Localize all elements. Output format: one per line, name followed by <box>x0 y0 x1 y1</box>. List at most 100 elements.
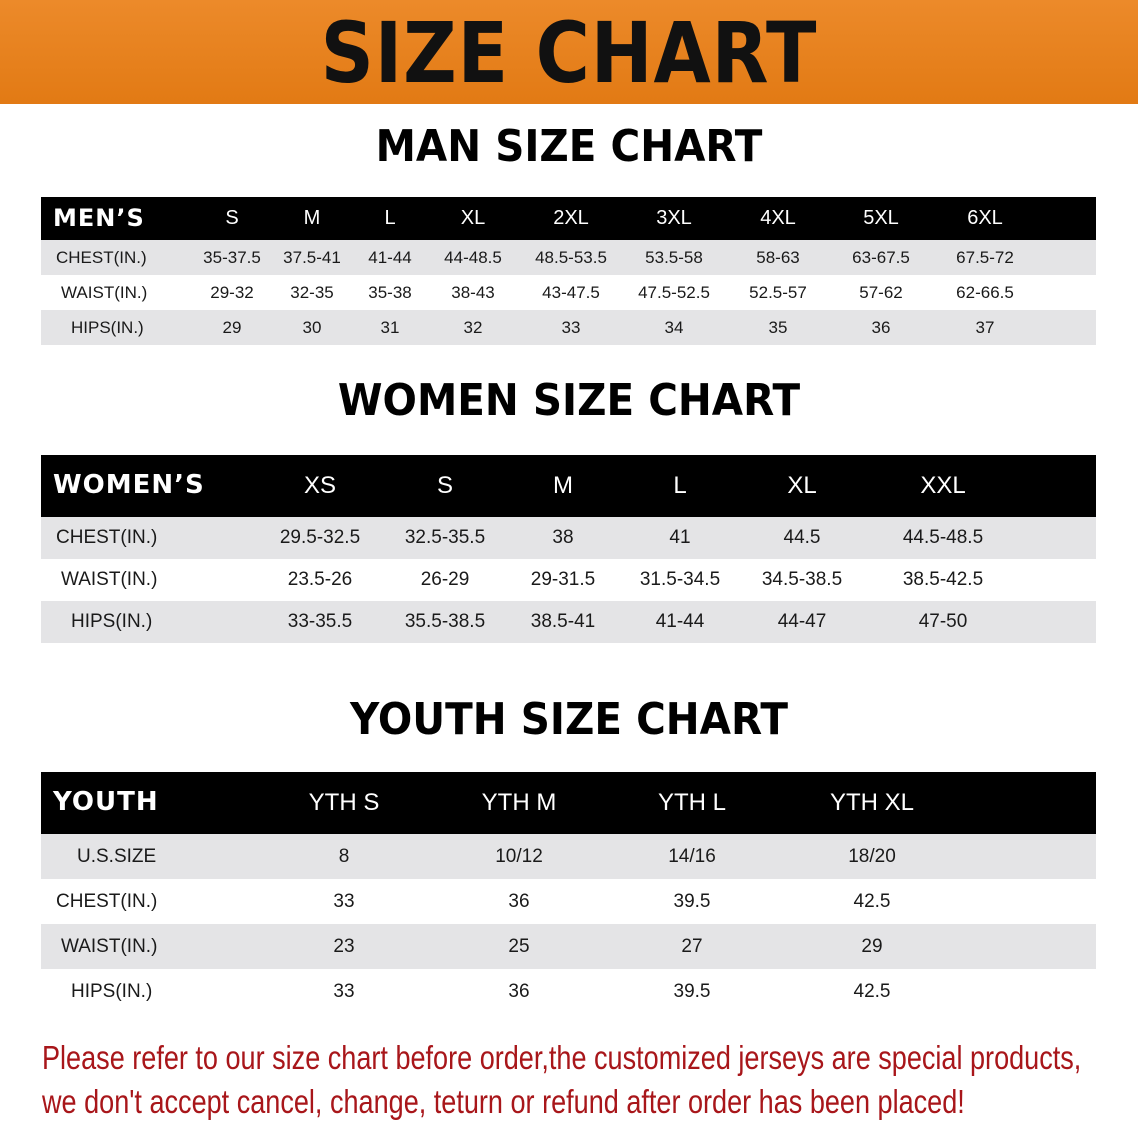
youth-row-label: U.S.SIZE <box>77 845 157 867</box>
women-table-cell: 26-29 <box>420 569 470 591</box>
youth-table-cell: 39.5 <box>673 890 711 912</box>
youth-table-cell: 33 <box>333 890 355 912</box>
order-notice-line-1: Please refer to our size chart before or… <box>42 1039 1082 1076</box>
youth-table-cell: 36 <box>508 890 530 912</box>
women-table-cell: 38.5-42.5 <box>902 569 984 591</box>
youth-size-table: YOUTH YTH S YTH M YTH L YTH XL U.S.SIZE 8 10/12… <box>41 772 1096 1014</box>
men-size-header: 2XL <box>553 207 589 229</box>
youth-size-header: YTH S <box>308 789 380 817</box>
men-table-cell: 35-37.5 <box>203 247 261 267</box>
men-size-table: MEN’S S M L XL 2XL 3XL 4XL 5XL 6XL CHEST(IN.) 35-37… <box>41 197 1096 345</box>
women-section-title: WOMEN SIZE CHART <box>337 375 801 426</box>
women-table-row: CHEST(IN.) 29.5-32.5 32.5-35.5 38 41 44.5 44.5… <box>41 517 1096 559</box>
women-size-header: XXL <box>920 472 966 500</box>
men-size-header: L <box>384 207 396 229</box>
youth-row-label: WAIST(IN.) <box>61 935 158 957</box>
men-table-row: WAIST(IN.) 29-32 32-35 35-38 38-43 43-47.5 47.… <box>41 275 1096 310</box>
order-notice-line-2: we don't accept cancel, change, teturn o… <box>42 1083 965 1120</box>
men-table-cell: 31 <box>380 317 400 337</box>
women-table-cell: 38.5-41 <box>530 611 596 633</box>
men-table-cell: 41-44 <box>368 247 412 267</box>
youth-table-cell: 8 <box>338 845 350 867</box>
banner: SIZE CHART <box>0 0 1138 104</box>
women-table-cell: 41 <box>669 527 691 549</box>
women-header-row: WOMEN’S XS S M L XL XXL <box>41 455 1096 517</box>
youth-header-label: YOUTH <box>53 787 159 818</box>
men-size-header: 6XL <box>967 207 1003 229</box>
women-table-cell: 44.5-48.5 <box>902 527 984 549</box>
men-table-cell: 57-62 <box>859 282 903 302</box>
men-size-header: 3XL <box>656 207 692 229</box>
men-table-cell: 32-35 <box>290 282 334 302</box>
women-table-cell: 44.5 <box>783 527 821 549</box>
women-table-cell: 34.5-38.5 <box>761 569 843 591</box>
youth-row-label: HIPS(IN.) <box>71 980 153 1002</box>
women-table-cell: 23.5-26 <box>287 569 353 591</box>
women-table-cell: 35.5-38.5 <box>404 611 486 633</box>
youth-table-row: WAIST(IN.) 23 25 27 29 <box>41 924 1096 969</box>
youth-table-cell: 29 <box>861 935 883 957</box>
youth-table-cell: 14/16 <box>668 845 716 867</box>
women-table-cell: 29-31.5 <box>530 569 596 591</box>
youth-table-cell: 23 <box>333 935 355 957</box>
men-table-cell: 63-67.5 <box>852 247 910 267</box>
men-size-header: XL <box>460 207 486 229</box>
women-table-cell: 32.5-35.5 <box>404 527 486 549</box>
women-size-table: WOMEN’S XS S M L XL XXL CHEST(IN.) 29.5-32.5 32.5… <box>41 455 1096 643</box>
men-table-cell: 37 <box>975 317 995 337</box>
men-header-row: MEN’S S M L XL 2XL 3XL 4XL 5XL 6XL <box>41 197 1096 240</box>
men-table-cell: 30 <box>302 317 322 337</box>
youth-header-row: YOUTH YTH S YTH M YTH L YTH XL <box>41 772 1096 834</box>
men-section-title: MAN SIZE CHART <box>375 121 763 172</box>
women-row-label: HIPS(IN.) <box>71 611 153 633</box>
women-size-header: XS <box>303 472 337 500</box>
youth-table-cell: 25 <box>508 935 530 957</box>
youth-table-cell: 10/12 <box>495 845 543 867</box>
men-row-label: CHEST(IN.) <box>56 247 147 267</box>
men-table-cell: 53.5-58 <box>645 247 703 267</box>
women-size-header: L <box>673 472 687 500</box>
women-size-header: M <box>553 472 573 500</box>
men-size-header: 4XL <box>760 207 796 229</box>
men-table-row: CHEST(IN.) 35-37.5 37.5-41 41-44 44-48.5 48.5… <box>41 240 1096 275</box>
men-table-cell: 36 <box>871 317 891 337</box>
women-header-label: WOMEN’S <box>53 470 205 501</box>
men-size-header: S <box>225 207 239 229</box>
men-table-cell: 47.5-52.5 <box>638 282 710 302</box>
men-table-cell: 35 <box>768 317 788 337</box>
women-table-row: WAIST(IN.) 23.5-26 26-29 29-31.5 31.5-34.5 34… <box>41 559 1096 601</box>
youth-section-title: YOUTH SIZE CHART <box>350 694 788 745</box>
youth-size-header: YTH L <box>657 789 727 817</box>
men-table-cell: 52.5-57 <box>749 282 807 302</box>
men-row-label: HIPS(IN.) <box>71 317 144 337</box>
women-row-label: WAIST(IN.) <box>61 569 158 591</box>
women-table-cell: 31.5-34.5 <box>639 569 721 591</box>
banner-title: SIZE CHART <box>320 4 818 102</box>
youth-table-cell: 42.5 <box>853 890 891 912</box>
men-table-cell: 44-48.5 <box>444 247 502 267</box>
order-notice: Please refer to our size chart before or… <box>42 1036 1081 1124</box>
youth-table-cell: 36 <box>508 980 530 1002</box>
women-table-cell: 38 <box>552 527 574 549</box>
men-header-label: MEN’S <box>53 204 145 233</box>
youth-table-cell: 33 <box>333 980 355 1002</box>
men-size-header: M <box>303 207 321 229</box>
men-table-cell: 43-47.5 <box>542 282 600 302</box>
women-table-cell: 44-47 <box>777 611 827 633</box>
women-table-cell: 41-44 <box>655 611 705 633</box>
women-table-row: HIPS(IN.) 33-35.5 35.5-38.5 38.5-41 41-44 44-… <box>41 601 1096 643</box>
men-table-cell: 58-63 <box>756 247 800 267</box>
youth-table-row: HIPS(IN.) 33 36 39.5 42.5 <box>41 969 1096 1014</box>
youth-size-header: YTH M <box>481 789 557 817</box>
women-table-cell: 29.5-32.5 <box>279 527 361 549</box>
women-size-header: XL <box>787 472 817 500</box>
men-table-cell: 48.5-53.5 <box>535 247 607 267</box>
youth-table-cell: 39.5 <box>673 980 711 1002</box>
men-table-cell: 33 <box>561 317 581 337</box>
women-table-cell: 47-50 <box>918 611 968 633</box>
men-table-cell: 34 <box>664 317 684 337</box>
men-table-cell: 37.5-41 <box>283 247 341 267</box>
youth-table-cell: 18/20 <box>848 845 896 867</box>
youth-table-cell: 27 <box>681 935 703 957</box>
